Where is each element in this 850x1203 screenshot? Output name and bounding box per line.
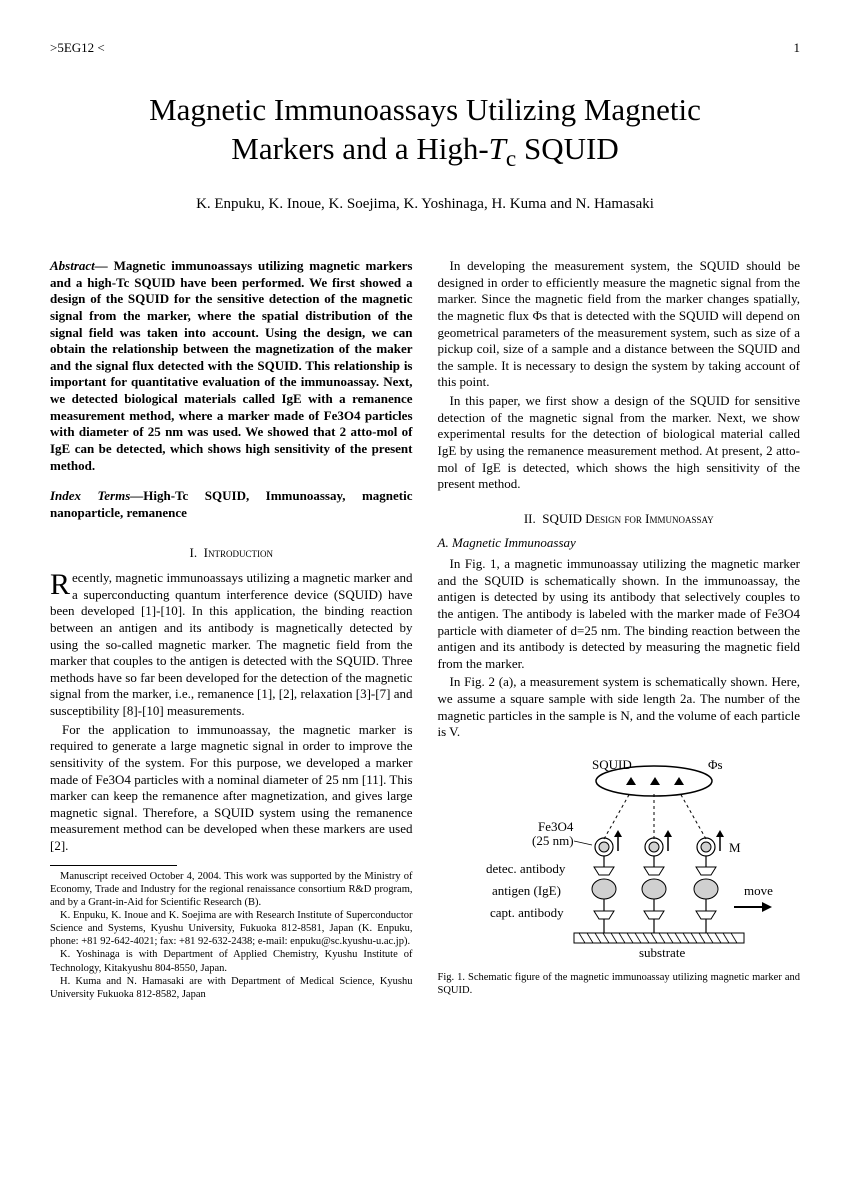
abstract-text: Magnetic immunoassays utilizing magnetic… bbox=[50, 258, 413, 473]
footnote-2: K. Enpuku, K. Inoue and K. Soejima are w… bbox=[50, 909, 413, 948]
index-terms: Index Terms—High-Tc SQUID, Immunoassay, … bbox=[50, 488, 413, 521]
footnote-3: K. Yoshinaga is with Department of Appli… bbox=[50, 948, 413, 974]
col2-para-4: In Fig. 2 (a), a measurement system is s… bbox=[438, 674, 801, 741]
sec2-num: II. bbox=[524, 511, 536, 526]
fig-label-substrate: substrate bbox=[639, 945, 685, 960]
section-2-heading: II. SQUID Design for Immunoassay bbox=[438, 511, 801, 528]
footnote-1: Manuscript received October 4, 2004. Thi… bbox=[50, 870, 413, 909]
intro-para-1: Recently, magnetic immunoassays utilizin… bbox=[50, 570, 413, 720]
intro-p1-text: ecently, magnetic immunoassays utilizing… bbox=[50, 570, 413, 718]
fig-label-size: (25 nm) bbox=[532, 833, 574, 848]
col2-para-1: In developing the measurement system, th… bbox=[438, 258, 801, 391]
page-number: 1 bbox=[794, 40, 801, 56]
sec2-name: SQUID Design for Immunoassay bbox=[542, 511, 713, 526]
title-italic: T bbox=[489, 131, 506, 166]
title-line2-post: SQUID bbox=[516, 131, 618, 166]
index-terms-label: Index Terms— bbox=[50, 488, 143, 503]
running-header: >5EG12 < 1 bbox=[50, 40, 800, 56]
fig-label-m: M bbox=[729, 840, 741, 855]
footnote-4: H. Kuma and N. Hamasaki are with Departm… bbox=[50, 975, 413, 1001]
header-left: >5EG12 < bbox=[50, 40, 105, 56]
fig-label-fe3o4: Fe3O4 bbox=[538, 819, 574, 834]
sec1-name: Introduction bbox=[204, 545, 273, 560]
right-column: In developing the measurement system, th… bbox=[438, 258, 801, 1001]
title-sub: c bbox=[506, 146, 516, 172]
figure-1-svg: SQUID Φs bbox=[454, 755, 784, 965]
figure-1-caption: Fig. 1. Schematic figure of the magnetic… bbox=[438, 971, 801, 997]
sec1-num: I. bbox=[190, 545, 198, 560]
authors: K. Enpuku, K. Inoue, K. Soejima, K. Yosh… bbox=[50, 196, 800, 213]
subsection-a: A. Magnetic Immunoassay bbox=[438, 535, 801, 552]
paper-title: Magnetic Immunoassays Utilizing Magnetic… bbox=[50, 91, 800, 174]
col2-para-2: In this paper, we first show a design of… bbox=[438, 393, 801, 493]
fig-label-detec: detec. antibody bbox=[486, 861, 566, 876]
fig-label-move: move bbox=[744, 883, 773, 898]
two-column-layout: Abstract— Magnetic immunoassays utilizin… bbox=[50, 258, 800, 1001]
dropcap: R bbox=[50, 570, 72, 598]
fig-label-antigen: antigen (IgE) bbox=[492, 883, 561, 898]
title-line1: Magnetic Immunoassays Utilizing Magnetic bbox=[149, 92, 701, 127]
col2-para-3: In Fig. 1, a magnetic immunoassay utiliz… bbox=[438, 556, 801, 672]
abstract-label: Abstract— bbox=[50, 258, 108, 273]
fig-label-phi: Φs bbox=[708, 757, 723, 772]
intro-para-2: For the application to immunoassay, the … bbox=[50, 722, 413, 855]
fig-label-capt: capt. antibody bbox=[490, 905, 564, 920]
footnote-separator bbox=[50, 865, 177, 866]
section-1-heading: I. Introduction bbox=[50, 545, 413, 562]
left-column: Abstract— Magnetic immunoassays utilizin… bbox=[50, 258, 413, 1001]
abstract: Abstract— Magnetic immunoassays utilizin… bbox=[50, 258, 413, 474]
fig-label-squid: SQUID bbox=[592, 757, 632, 772]
figure-1: SQUID Φs bbox=[438, 755, 801, 997]
title-line2-pre: Markers and a High- bbox=[231, 131, 488, 166]
